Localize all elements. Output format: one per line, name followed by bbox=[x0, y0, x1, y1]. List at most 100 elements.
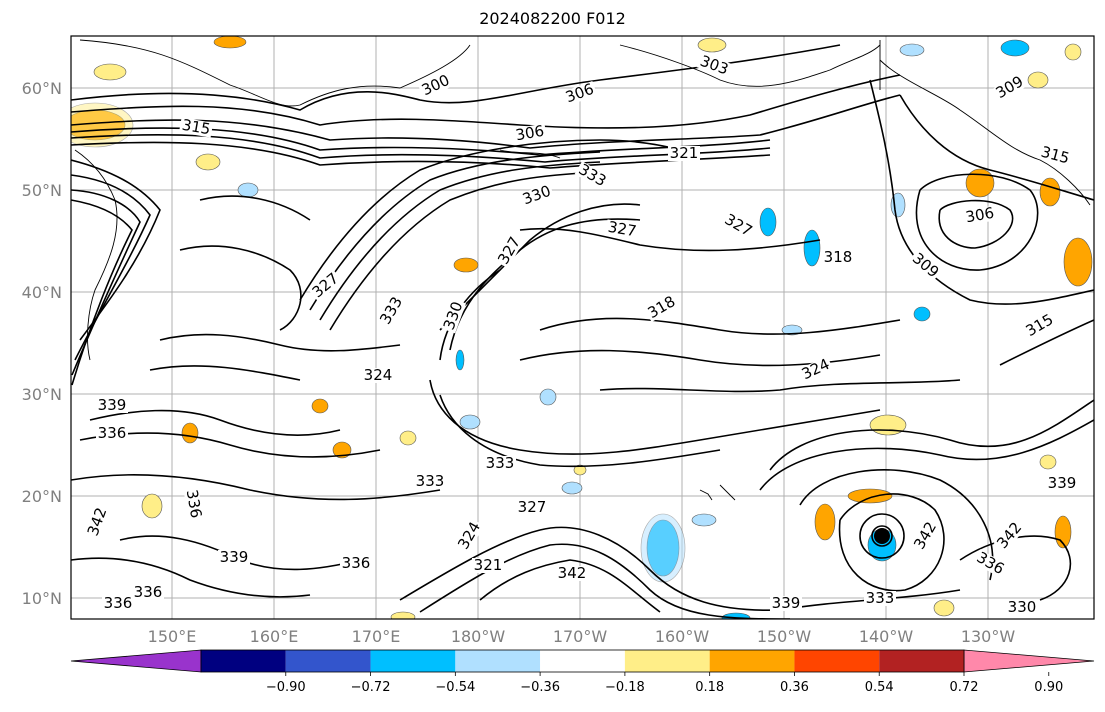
contour-label-bg bbox=[644, 293, 680, 323]
contour-label-bg bbox=[519, 183, 555, 209]
contour-label: 306 bbox=[964, 204, 995, 227]
contour-label-bg bbox=[179, 117, 214, 138]
contour-label-bg bbox=[1046, 476, 1078, 491]
contour-label: 333 bbox=[486, 454, 515, 472]
contour-label: 330 bbox=[1008, 598, 1037, 616]
contour-label-bg bbox=[1022, 311, 1058, 341]
contour-label-bg bbox=[472, 558, 504, 573]
contour-label-bg bbox=[183, 486, 204, 521]
colorbar-tick-label: −0.72 bbox=[351, 680, 391, 695]
gridlines bbox=[71, 36, 1094, 619]
longitude-labels: 150°E 160°E 170°E 180°W 170°W 160°W 150°W 140°W… bbox=[148, 627, 1016, 646]
contour-label-bg bbox=[96, 398, 128, 413]
contour-label-bg bbox=[696, 53, 732, 79]
colorbar-tick-label: −0.18 bbox=[605, 680, 645, 695]
contour-label: 339 bbox=[1048, 474, 1077, 492]
contour-label-bg bbox=[864, 591, 896, 606]
contour-label-bg bbox=[911, 518, 941, 554]
colorbar-tick-label: −0.54 bbox=[435, 680, 475, 695]
contour-label-bg bbox=[308, 269, 343, 302]
contour-label: 333 bbox=[866, 589, 895, 607]
contour-label: 339 bbox=[220, 548, 249, 566]
latitude-label: 40°N bbox=[22, 283, 62, 302]
contour-label-bg bbox=[455, 518, 485, 554]
latitude-label: 20°N bbox=[22, 487, 62, 506]
colorbar-tick-label: 0.36 bbox=[780, 680, 809, 695]
contour-label-bg bbox=[441, 298, 467, 334]
contour-label-bg bbox=[96, 426, 128, 441]
coastlines bbox=[74, 39, 1091, 501]
contour-label: 336 bbox=[183, 488, 206, 519]
contour-label: 327 bbox=[518, 498, 547, 516]
longitude-label: 160°E bbox=[250, 627, 299, 646]
contour-label-bg bbox=[85, 504, 111, 540]
longitude-label: 150°W bbox=[757, 627, 812, 646]
contour-label-bg bbox=[377, 293, 407, 329]
colorbar-swatch bbox=[709, 650, 795, 672]
contour-label-bg bbox=[218, 550, 250, 565]
contour-label: 342 bbox=[558, 564, 587, 582]
contour-label-bg bbox=[484, 456, 516, 471]
colorbar-extend-high bbox=[963, 649, 1095, 673]
contour-label-bg bbox=[418, 71, 454, 100]
longitude-label: 170°W bbox=[553, 627, 608, 646]
contour-label-bg bbox=[340, 556, 372, 571]
colorbar-swatch bbox=[540, 650, 625, 672]
map-frame bbox=[70, 35, 1095, 620]
contour-label-bg bbox=[1037, 144, 1073, 167]
longitude-label: 160°W bbox=[655, 627, 710, 646]
storm-center-marker bbox=[874, 528, 890, 544]
contour-label: 315 bbox=[181, 116, 212, 139]
longitude-label: 140°W bbox=[859, 627, 914, 646]
contour-label-bg bbox=[822, 250, 854, 265]
contour-label-bg bbox=[720, 211, 756, 241]
colorbar: −0.90 −0.72 −0.54 −0.36 −0.18 0.18 0.36 0.54 0.7… bbox=[70, 649, 1095, 695]
colorbar-tick-label: 0.18 bbox=[695, 680, 724, 695]
contour-label-bg bbox=[908, 249, 943, 282]
latitude-label: 60°N bbox=[22, 79, 62, 98]
contour-label-bg bbox=[770, 596, 802, 611]
contour-label: 339 bbox=[98, 396, 127, 414]
colorbar-swatch bbox=[370, 650, 456, 672]
colorbar-swatch bbox=[879, 650, 964, 672]
longitude-label: 150°E bbox=[148, 627, 197, 646]
contour-label: 318 bbox=[824, 248, 853, 266]
contour-label-bg bbox=[574, 161, 610, 191]
contour-label: 336 bbox=[342, 554, 371, 572]
colorbar-swatch bbox=[455, 650, 541, 672]
longitude-label: 170°E bbox=[352, 627, 401, 646]
colorbar-tick-label: −0.90 bbox=[266, 680, 306, 695]
map-title: 2024082200 F012 bbox=[479, 9, 626, 28]
contour-label: 336 bbox=[104, 594, 133, 612]
colorbar-swatch bbox=[285, 650, 371, 672]
colorbar-swatch bbox=[201, 650, 286, 672]
contour-label-bg bbox=[668, 146, 700, 161]
colorbar-swatch bbox=[794, 650, 880, 672]
contour-label-bg bbox=[495, 233, 525, 269]
colorbar-tick-label: 0.54 bbox=[865, 680, 894, 695]
colorbar-swatch bbox=[624, 650, 710, 672]
contour-label-bg bbox=[798, 355, 834, 384]
contour-label: 336 bbox=[134, 583, 163, 601]
contour-label: 324 bbox=[364, 366, 393, 384]
contour-label: 321 bbox=[670, 144, 699, 162]
colorbar-tick-label: 0.72 bbox=[950, 680, 979, 695]
contour-label: 306 bbox=[514, 122, 545, 145]
longitude-label: 130°W bbox=[961, 627, 1016, 646]
contour-label-bg bbox=[362, 368, 394, 383]
contour-label-bg bbox=[556, 566, 588, 581]
contour-label-bg bbox=[102, 596, 134, 611]
contour-label-bg bbox=[972, 549, 1008, 579]
contour-label: 336 bbox=[98, 424, 127, 442]
contour-label-bg bbox=[512, 123, 547, 144]
latitude-label: 50°N bbox=[22, 181, 62, 200]
latitude-label: 10°N bbox=[22, 589, 62, 608]
colorbar-extend-low bbox=[70, 649, 202, 673]
contour-label-bg bbox=[605, 219, 640, 240]
contour-label: 321 bbox=[474, 556, 503, 574]
contour-label-bg bbox=[132, 585, 164, 600]
shaded-patches bbox=[71, 36, 1093, 619]
contour-label-bg bbox=[414, 474, 446, 489]
contour-label-bg bbox=[992, 73, 1028, 103]
